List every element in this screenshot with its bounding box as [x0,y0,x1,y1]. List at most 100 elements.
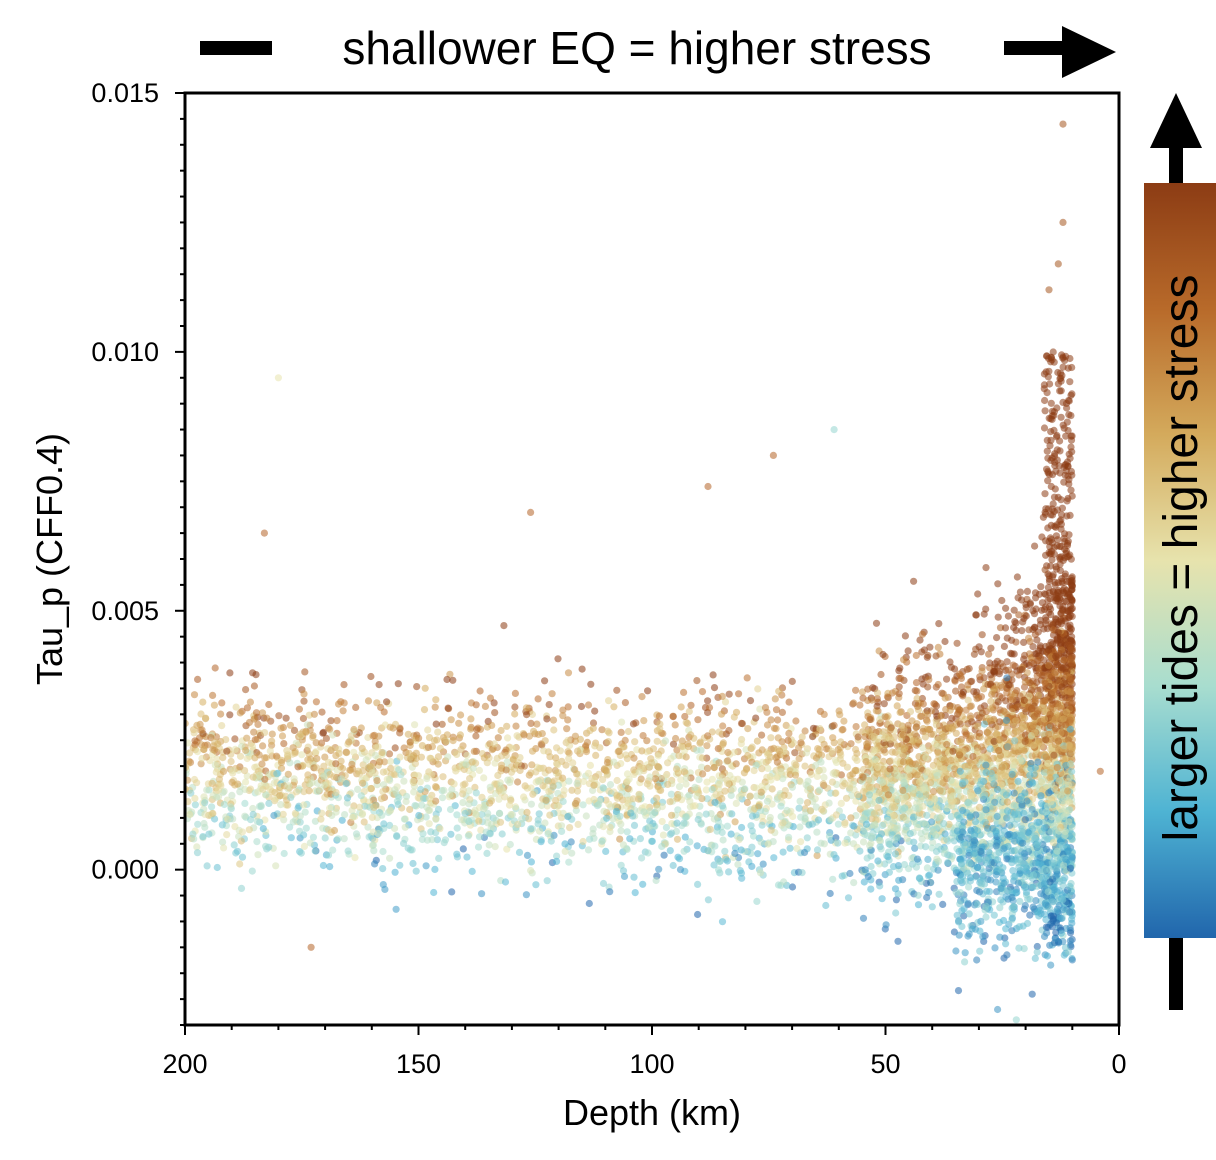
data-point [463,815,471,824]
data-point [878,895,886,903]
data-point [305,750,313,758]
data-point [228,791,236,800]
data-point [1021,678,1029,686]
data-point [754,685,762,693]
data-point [813,828,821,836]
data-point [209,809,217,818]
data-point [565,858,573,866]
data-point [355,770,363,778]
data-point [932,652,940,660]
data-point [254,720,262,729]
data-point [872,619,881,627]
data-point [227,803,235,811]
data-point [584,769,593,777]
data-point [393,832,401,841]
data-point [876,836,884,845]
data-point [705,704,714,712]
data-point [681,712,689,721]
data-point [402,797,410,806]
data-point [643,737,651,745]
data-point [661,773,670,781]
data-point [358,809,367,818]
data-point [317,815,325,823]
data-point [666,847,674,855]
data-point [842,794,851,802]
data-point [559,797,567,806]
data-point [624,785,632,793]
data-point [645,823,653,831]
data-point [662,823,671,832]
data-point [923,717,931,725]
data-point [1060,656,1068,664]
data-point [564,716,572,724]
data-point [380,781,388,789]
data-point [806,807,815,815]
data-point [578,665,586,673]
data-point [763,708,771,716]
data-point [308,779,316,787]
data-point [249,804,257,813]
data-point [693,792,701,800]
data-point [427,754,435,763]
data-point [1016,588,1024,596]
data-point [268,737,276,745]
data-point [841,820,849,829]
data-point [218,821,226,829]
data-point [223,831,231,839]
data-point [459,845,467,853]
data-point [523,808,531,817]
data-point [231,735,239,743]
data-point [899,758,908,766]
data-point [465,800,473,808]
data-point [834,820,843,828]
data-point [895,690,903,698]
data-point [936,787,944,795]
data-point [432,696,440,704]
data-point [668,811,676,819]
data-point [901,632,910,640]
data-point [669,861,677,870]
data-point [993,634,1001,642]
data-point [916,875,924,883]
data-point [596,744,604,752]
data-point [387,764,395,773]
data-point [211,761,219,769]
data-point [520,731,528,739]
data-point [820,710,828,719]
data-point [415,734,423,742]
data-point [391,744,399,752]
data-point [406,753,414,761]
data-point [807,770,816,779]
data-point [507,811,515,819]
data-point [375,732,383,740]
data-point [559,774,567,782]
data-point [812,754,821,762]
data-point [1041,697,1049,705]
data-point [881,713,889,721]
data-point [326,804,334,812]
data-point [586,761,595,770]
data-point [674,806,682,814]
data-point [993,729,1001,738]
data-point [927,779,935,787]
data-point [919,727,927,736]
data-point [735,836,743,844]
data-point [280,816,288,824]
data-point [801,762,809,770]
data-point [564,813,572,821]
data-point [640,808,648,816]
data-point [522,891,531,899]
data-point [668,820,676,828]
data-point [502,766,510,774]
data-point [369,841,377,849]
data-point [1031,542,1039,550]
data-point [422,862,430,870]
data-point [731,844,740,852]
data-point [257,801,265,810]
data-point [911,730,919,738]
data-point [379,768,387,776]
data-point [913,695,921,703]
data-point [562,761,570,769]
data-point [552,754,560,762]
data-point [478,810,486,819]
